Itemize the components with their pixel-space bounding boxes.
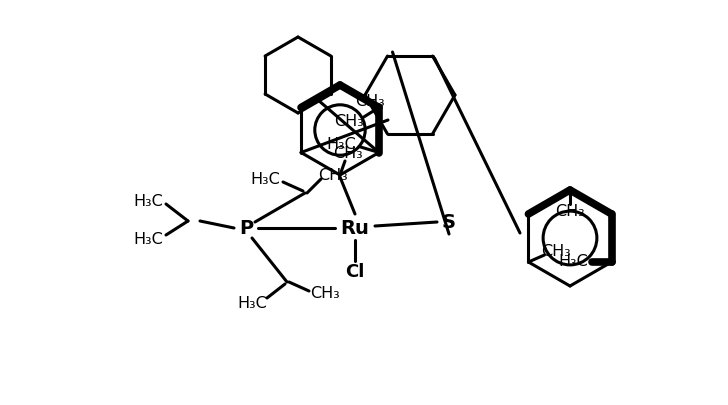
Text: CH₃: CH₃ [555,205,585,220]
Text: H₃C: H₃C [326,137,356,152]
Text: CH₃: CH₃ [542,245,571,260]
Text: CH₃: CH₃ [334,114,364,129]
Text: Ru: Ru [341,219,369,237]
Text: H₃C: H₃C [558,254,588,269]
Text: Cl: Cl [345,263,365,281]
Text: H₃C: H₃C [237,296,267,311]
Text: CH₃: CH₃ [310,286,340,301]
Text: CH₃: CH₃ [333,145,363,160]
Text: CH₃: CH₃ [318,168,348,183]
Text: CH₃: CH₃ [355,94,385,109]
Text: H₃C: H₃C [133,194,163,209]
Text: P: P [239,219,253,237]
Text: H₃C: H₃C [250,171,280,186]
Text: S: S [442,213,456,232]
Text: H₃C: H₃C [133,232,163,247]
